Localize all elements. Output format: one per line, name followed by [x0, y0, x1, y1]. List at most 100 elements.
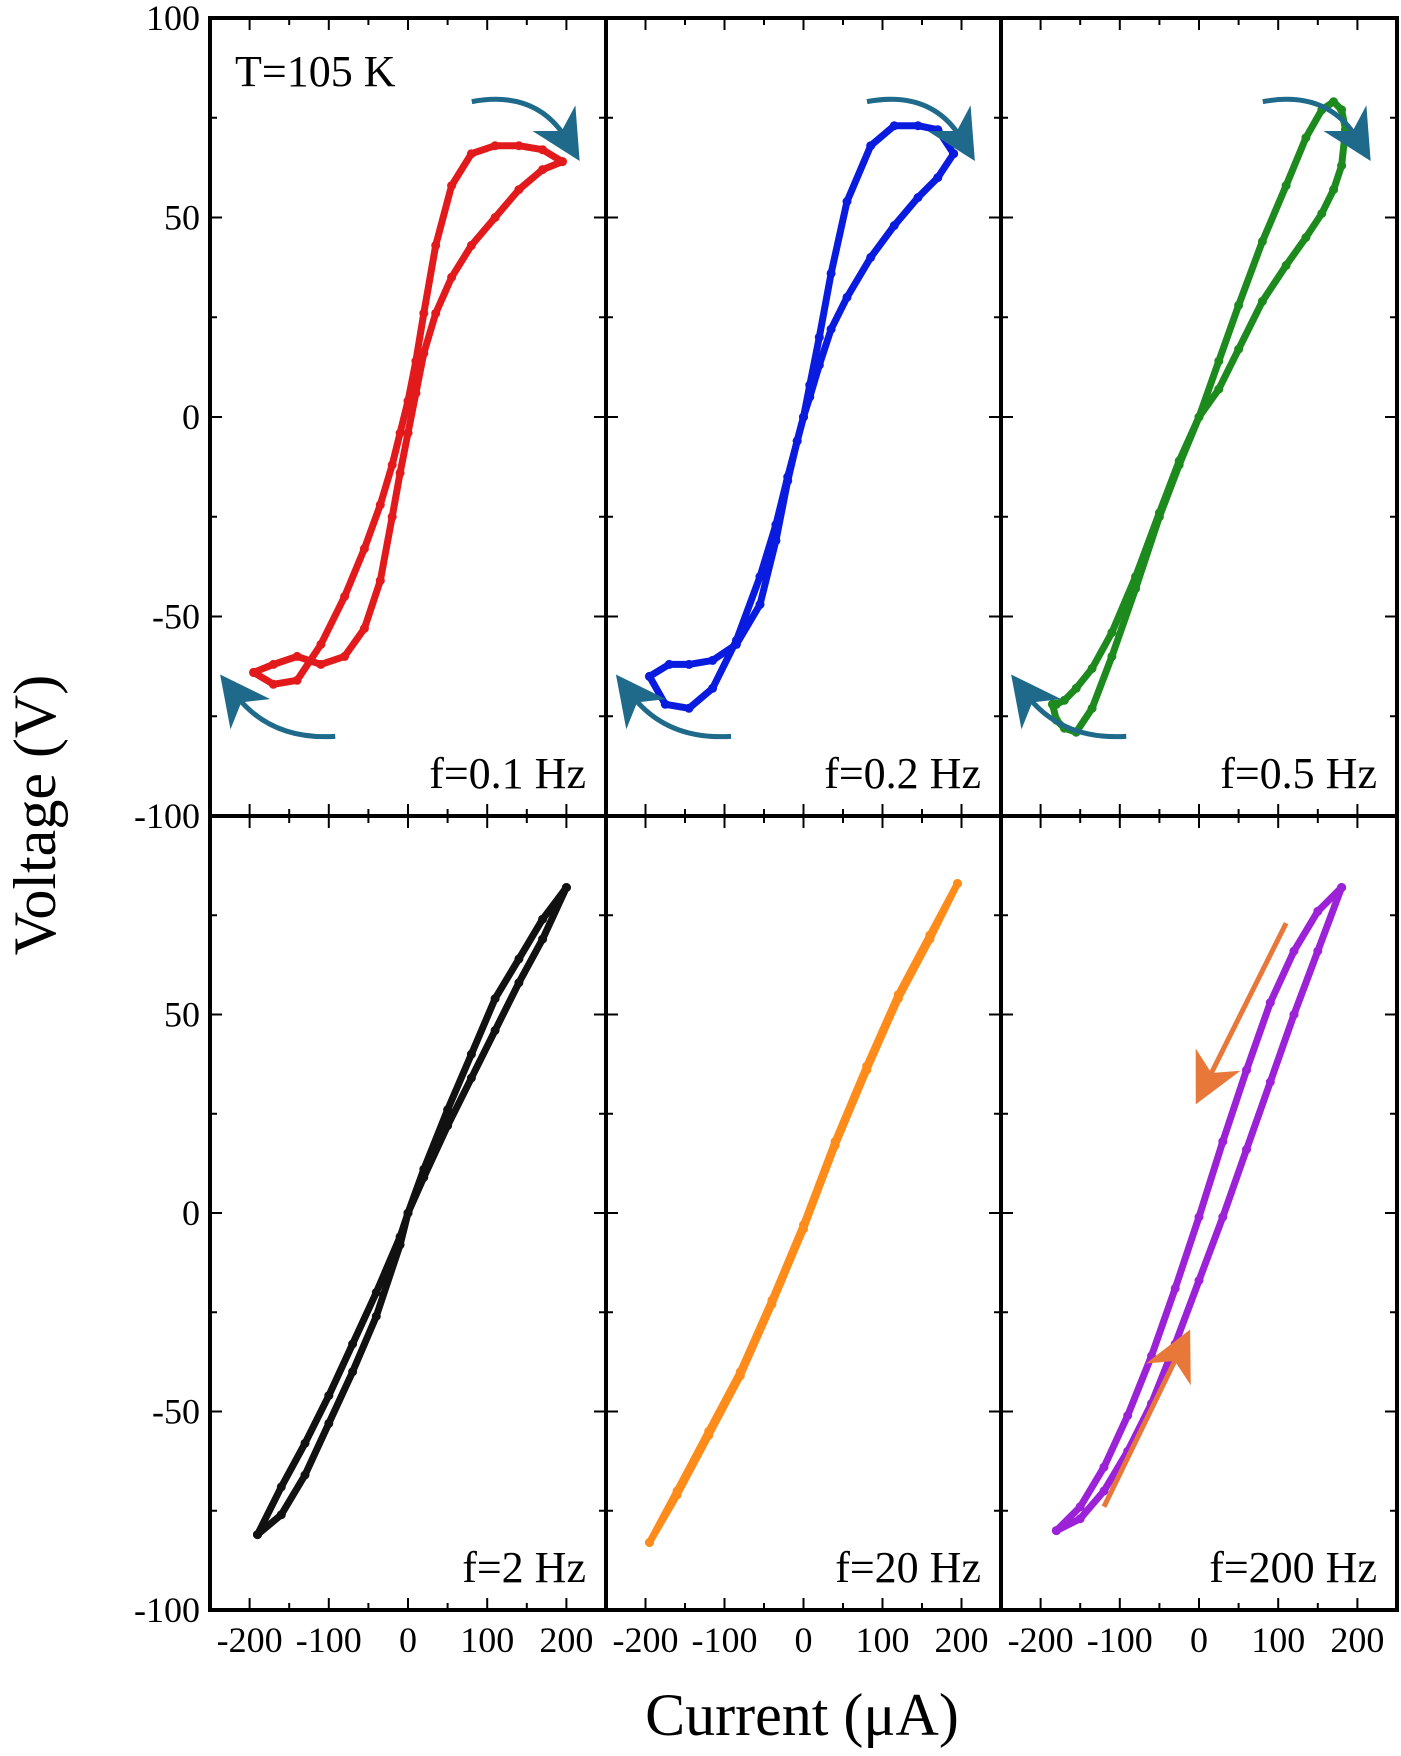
- data-point: [324, 1418, 334, 1428]
- panel-label-f-0-1-hz: f=0.1 Hz: [429, 749, 586, 798]
- data-point: [842, 197, 852, 206]
- panels-layer: [220, 96, 1371, 1547]
- data-point: [1099, 1462, 1109, 1472]
- data-point: [1337, 161, 1347, 171]
- data-point: [514, 185, 524, 195]
- data-point: [1087, 703, 1097, 713]
- data-point: [466, 1073, 476, 1083]
- data-point: [1337, 105, 1347, 115]
- panel-label-f-200-hz: f=200 Hz: [1209, 1543, 1377, 1592]
- data-point: [830, 1141, 840, 1150]
- data-point: [664, 659, 674, 669]
- data-point: [1265, 998, 1275, 1008]
- data-point: [1048, 699, 1057, 709]
- y-tick-label: 0: [182, 1193, 200, 1233]
- data-point: [1317, 209, 1327, 218]
- data-point: [359, 624, 369, 633]
- data-point: [1194, 1212, 1204, 1222]
- data-point: [1265, 1077, 1275, 1087]
- panel-label-f-0-5-hz: f=0.5 Hz: [1220, 749, 1377, 798]
- series-f-20-hz: [645, 879, 962, 1547]
- x-tick-label: 200: [935, 1620, 989, 1660]
- panel-label-f-2-hz: f=2 Hz: [462, 1543, 586, 1592]
- data-point: [538, 934, 548, 944]
- x-tick-label: 100: [1251, 1620, 1305, 1660]
- data-point: [1234, 300, 1244, 310]
- data-point: [431, 308, 441, 318]
- y-tick-label: 50: [164, 995, 200, 1035]
- data-point: [403, 396, 413, 406]
- arrow-icon: [615, 674, 732, 740]
- data-point: [538, 914, 548, 924]
- data-point: [466, 240, 476, 250]
- y-axis-title: Voltage (V): [2, 675, 68, 956]
- data-point: [862, 1065, 872, 1075]
- arrow-icon: [866, 96, 975, 162]
- data-point: [814, 332, 824, 342]
- data-point: [1174, 456, 1184, 466]
- data-point: [359, 544, 369, 554]
- data-point: [490, 141, 500, 151]
- data-point: [645, 1538, 654, 1547]
- series-line-branch-down: [646, 880, 961, 1546]
- data-point: [348, 1367, 358, 1377]
- data-point: [419, 348, 429, 358]
- data-point: [1087, 663, 1097, 673]
- arrow-icon: [1195, 922, 1289, 1105]
- direction-arrows-f-200-hz: [1101, 922, 1289, 1508]
- data-point: [561, 883, 571, 892]
- data-point: [889, 221, 899, 230]
- data-point: [704, 1430, 714, 1440]
- data-point: [953, 879, 962, 888]
- data-point: [268, 659, 278, 669]
- series-f-0-5-hz: [1048, 97, 1350, 737]
- data-point: [1289, 946, 1299, 956]
- arrow-icon: [1101, 1329, 1191, 1508]
- data-point: [1194, 412, 1204, 422]
- data-point: [316, 659, 326, 669]
- data-point: [672, 1490, 682, 1500]
- data-point: [348, 1339, 358, 1349]
- data-point: [684, 659, 694, 669]
- data-point: [1337, 883, 1347, 892]
- x-tick-label: -100: [296, 1620, 362, 1660]
- data-point: [395, 468, 405, 478]
- data-point: [490, 213, 500, 222]
- data-point: [514, 141, 524, 151]
- data-point: [805, 392, 815, 402]
- data-point: [925, 934, 935, 944]
- data-point: [767, 1299, 777, 1309]
- data-point: [538, 145, 548, 155]
- series-line-branch-up: [646, 880, 961, 1546]
- data-point: [431, 240, 441, 250]
- data-point: [913, 121, 923, 131]
- arrow-icon: [471, 96, 580, 162]
- panel-frame-f-20-hz: [604, 814, 1003, 1612]
- data-point: [419, 308, 429, 318]
- labels-layer: f=0.1 Hz -100 -50 0 50 100 T=105 K f=0.2 Hz f=0.…: [134, 0, 1384, 1660]
- panel-label-f-20-hz: f=20 Hz: [835, 1543, 981, 1592]
- data-point: [371, 1287, 381, 1297]
- y-tick-label: -50: [152, 597, 200, 637]
- data-point: [292, 651, 302, 661]
- x-tick-label: 100: [856, 1620, 910, 1660]
- data-point: [538, 165, 548, 175]
- data-point: [490, 994, 500, 1004]
- y-tick-label: -100: [134, 796, 200, 836]
- data-point: [276, 1482, 286, 1492]
- data-point: [1313, 946, 1323, 956]
- data-point: [1242, 1065, 1251, 1075]
- data-point: [913, 193, 923, 202]
- data-point: [799, 1224, 808, 1234]
- data-point: [375, 500, 385, 510]
- arrow-icon: [220, 674, 336, 740]
- data-point: [387, 512, 397, 522]
- x-tick-label: -100: [1087, 1620, 1153, 1660]
- y-tick-label: -100: [134, 1590, 200, 1630]
- data-point: [276, 1510, 286, 1520]
- data-point: [340, 592, 350, 601]
- data-point: [755, 572, 765, 582]
- data-point: [1218, 1137, 1228, 1146]
- data-point: [731, 639, 741, 649]
- data-point: [340, 651, 350, 661]
